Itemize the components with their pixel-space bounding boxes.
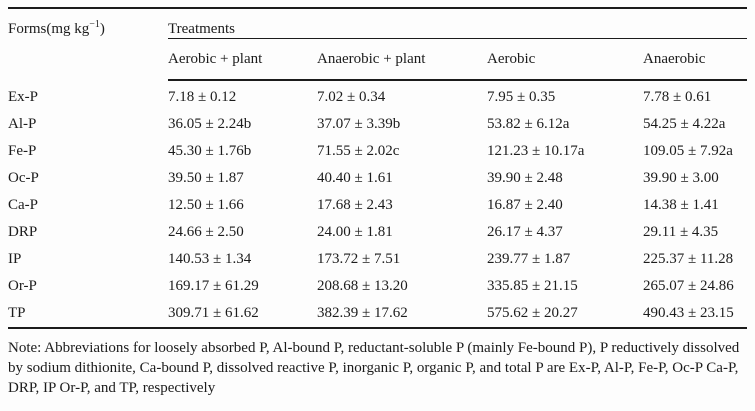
value-cell: 45.30 ± 1.76b [168,143,252,159]
value-cell: 24.66 ± 2.50 [168,224,244,240]
table-row: Ex-P 7.18 ± 0.12 7.02 ± 0.34 7.95 ± 0.35… [8,80,747,111]
value-cell: 36.05 ± 2.24b [168,116,252,132]
value-cell: 37.07 ± 3.39b [317,116,401,132]
value-cell: 490.43 ± 23.15 [643,300,748,329]
value-cell: 17.68 ± 2.43 [317,197,393,213]
table-row: IP 140.53 ± 1.34 173.72 ± 7.51 239.77 ± … [8,246,747,273]
form-label: IP [8,251,22,267]
value-cell: 14.38 ± 1.41 [643,197,719,213]
form-label: Ex-P [8,88,38,105]
value-cell: 7.02 ± 0.34 [317,89,386,105]
value-cell: 39.90 ± 2.48 [487,170,563,186]
forms-label-text: Forms(mg kg [8,21,90,37]
value-cell: 335.85 ± 21.15 [487,278,578,294]
table-row: Oc-P 39.50 ± 1.87 40.40 ± 1.61 39.90 ± 2… [8,165,747,192]
table-row: Ca-P 12.50 ± 1.66 17.68 ± 2.43 16.87 ± 2… [8,192,747,219]
phosphorus-forms-table: Forms(mg kg−1) Treatments Aerobic + plan… [8,7,748,329]
value-cell: 16.87 ± 2.40 [487,197,563,213]
header-row-top: Forms(mg kg−1) Treatments [8,8,748,39]
value-cell: 39.50 ± 1.87 [168,170,244,186]
header-row-treatments: Aerobic + plant Anaerobic + plant Aerobi… [8,38,748,81]
value-cell: 208.68 ± 13.20 [317,278,408,294]
form-label: Or-P [8,278,37,294]
value-cell: 109.05 ± 7.92a [643,143,733,159]
value-cell: 29.11 ± 4.35 [643,224,719,240]
form-label: Ca-P [8,197,38,213]
value-cell: 53.82 ± 6.12a [487,116,570,132]
treatments-spanner-header: Treatments [168,8,748,39]
value-cell: 26.17 ± 4.37 [487,224,563,240]
form-label: DRP [8,224,38,240]
form-label: Al-P [8,116,37,132]
table-footnote: Note: Abbreviations for loosely absorbed… [8,340,740,396]
value-cell: 7.95 ± 0.35 [487,89,556,105]
value-cell: 121.23 ± 10.17a [487,143,585,159]
table-row: Fe-P 45.30 ± 1.76b 71.55 ± 2.02c 121.23 … [8,138,747,165]
value-cell: 173.72 ± 7.51 [317,251,401,267]
value-cell: 575.62 ± 20.27 [487,300,643,329]
table-row: Al-P 36.05 ± 2.24b 37.07 ± 3.39b 53.82 ±… [8,111,747,138]
value-cell: 225.37 ± 11.28 [643,251,734,267]
value-cell: 7.18 ± 0.12 [168,89,237,105]
column-header-anaerobic-plant: Anaerobic + plant [317,38,487,81]
form-label: Fe-P [8,143,37,159]
form-label: TP [8,300,168,329]
value-cell: 39.90 ± 3.00 [643,170,719,186]
form-label: Oc-P [8,170,39,186]
value-cell: 54.25 ± 4.22a [643,116,726,132]
forms-label-close: ) [99,21,105,37]
column-header-anaerobic: Anaerobic [643,38,748,81]
value-cell: 24.00 ± 1.81 [317,224,393,240]
column-header-aerobic-plant: Aerobic + plant [168,38,317,81]
value-cell: 309.71 ± 61.62 [168,300,317,329]
column-header-aerobic: Aerobic [487,38,643,81]
value-cell: 382.39 ± 17.62 [317,300,487,329]
value-cell: 71.55 ± 2.02c [317,143,400,159]
table-row: TP 309.71 ± 61.62 382.39 ± 17.62 575.62 … [8,300,748,329]
value-cell: 169.17 ± 61.29 [168,278,259,294]
value-cell: 7.78 ± 0.61 [643,89,712,105]
value-cell: 40.40 ± 1.61 [317,170,393,186]
table-row: DRP 24.66 ± 2.50 24.00 ± 1.81 26.17 ± 4.… [8,219,747,246]
value-cell: 140.53 ± 1.34 [168,251,252,267]
forms-label-superscript: −1 [89,19,100,30]
forms-column-header: Forms(mg kg−1) [8,8,168,80]
value-cell: 239.77 ± 1.87 [487,251,571,267]
value-cell: 265.07 ± 24.86 [643,278,734,294]
value-cell: 12.50 ± 1.66 [168,197,244,213]
table-row: Or-P 169.17 ± 61.29 208.68 ± 13.20 335.8… [8,273,747,300]
